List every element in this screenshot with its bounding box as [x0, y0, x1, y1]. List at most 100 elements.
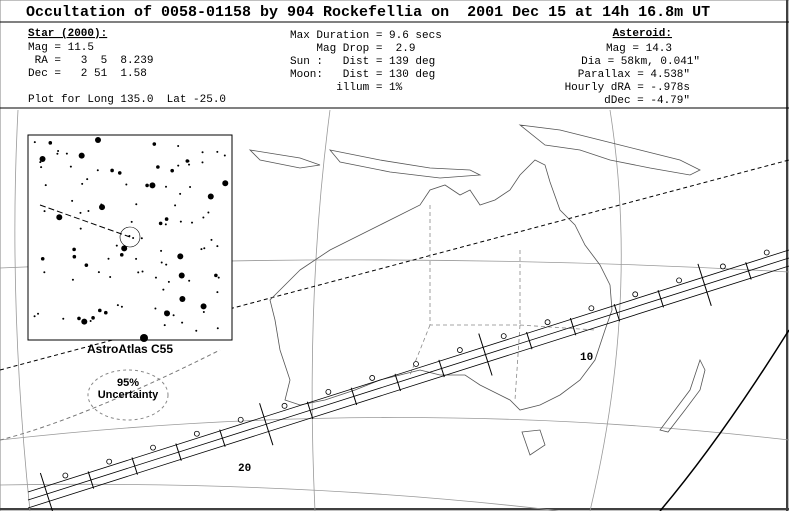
star	[207, 211, 210, 214]
star	[187, 160, 190, 163]
path-tick	[39, 472, 54, 511]
star	[72, 254, 77, 259]
path-point	[369, 375, 376, 381]
star	[181, 321, 184, 324]
star	[141, 270, 144, 273]
star	[95, 137, 101, 143]
star	[78, 152, 85, 159]
path-tick	[657, 290, 664, 308]
star	[188, 279, 191, 282]
star	[91, 316, 95, 320]
star	[33, 141, 36, 144]
star	[48, 141, 53, 145]
coastline	[521, 429, 546, 456]
star	[121, 245, 128, 252]
path-time-label: 20	[238, 463, 251, 475]
star	[165, 263, 168, 266]
star	[43, 271, 46, 274]
star	[210, 238, 213, 241]
path-point	[413, 361, 419, 367]
star	[203, 247, 206, 250]
star	[165, 185, 168, 188]
star	[177, 144, 180, 147]
star	[37, 312, 40, 315]
path-point	[588, 305, 595, 312]
asteroid-line: dDec = -4.79"	[604, 95, 690, 107]
star	[137, 271, 140, 274]
path-tick	[613, 303, 621, 322]
asteroid-track	[39, 204, 131, 238]
star	[89, 319, 92, 322]
star	[72, 247, 76, 252]
target-circle	[119, 226, 141, 248]
star	[98, 308, 102, 313]
coastline	[328, 149, 482, 179]
star	[179, 220, 182, 223]
asteroid-line: Hourly dRA = -.978s	[565, 82, 690, 94]
star	[77, 316, 81, 321]
star	[79, 211, 82, 214]
star	[132, 236, 135, 239]
star	[188, 163, 191, 166]
star	[222, 180, 229, 187]
path-tick	[438, 359, 445, 378]
star-heading: Star (2000):	[28, 28, 107, 40]
path-tick	[306, 401, 314, 420]
star	[56, 152, 59, 155]
event-line: Moon: Dist = 130 deg	[290, 69, 435, 81]
asteroid-line: Mag = 14.3	[606, 43, 672, 55]
star	[99, 204, 106, 211]
star	[140, 334, 148, 342]
coastline	[248, 149, 321, 169]
star	[71, 278, 74, 281]
event-line: Max Duration = 9.6 secs	[290, 30, 442, 42]
star	[178, 272, 185, 279]
event-line: illum = 1%	[290, 82, 403, 94]
star	[200, 303, 207, 310]
star	[202, 216, 205, 219]
path-point	[500, 333, 507, 340]
path-point	[150, 444, 156, 451]
star	[84, 263, 89, 267]
star	[65, 152, 68, 155]
coastline	[659, 358, 706, 433]
terminator	[659, 329, 789, 511]
star	[40, 256, 45, 261]
path-point	[193, 430, 200, 437]
map-body: 95% Uncertainty 10 20 AstroAtlas C55	[0, 109, 789, 511]
title: Occultation of 0058-01158 by 904 Rockefe…	[26, 4, 710, 21]
star	[116, 304, 119, 307]
star	[79, 227, 82, 230]
star	[191, 221, 194, 224]
path-tick	[478, 333, 493, 376]
event-line: Sun : Dist = 139 deg	[290, 56, 435, 68]
star	[117, 171, 122, 175]
star	[110, 168, 114, 173]
star	[109, 275, 112, 278]
event-line: Mag Drop = 2.9	[290, 43, 415, 55]
star	[201, 151, 204, 154]
star	[207, 193, 214, 200]
star	[57, 150, 60, 153]
path-time-label: 10	[580, 352, 593, 364]
path-tick	[175, 443, 182, 461]
star-chart	[27, 134, 233, 341]
shadow-path	[27, 249, 789, 509]
star	[216, 245, 219, 248]
path-tick	[394, 373, 401, 392]
star	[130, 220, 133, 223]
star	[140, 237, 143, 240]
star	[164, 223, 167, 226]
star	[158, 221, 163, 226]
star	[119, 253, 124, 257]
star	[39, 161, 42, 164]
state-border	[409, 205, 596, 401]
path-point	[719, 263, 726, 270]
star	[86, 178, 89, 181]
star	[179, 295, 186, 302]
star	[214, 273, 218, 278]
star	[115, 244, 118, 247]
star	[81, 182, 84, 185]
star	[69, 165, 72, 168]
star	[125, 183, 128, 186]
